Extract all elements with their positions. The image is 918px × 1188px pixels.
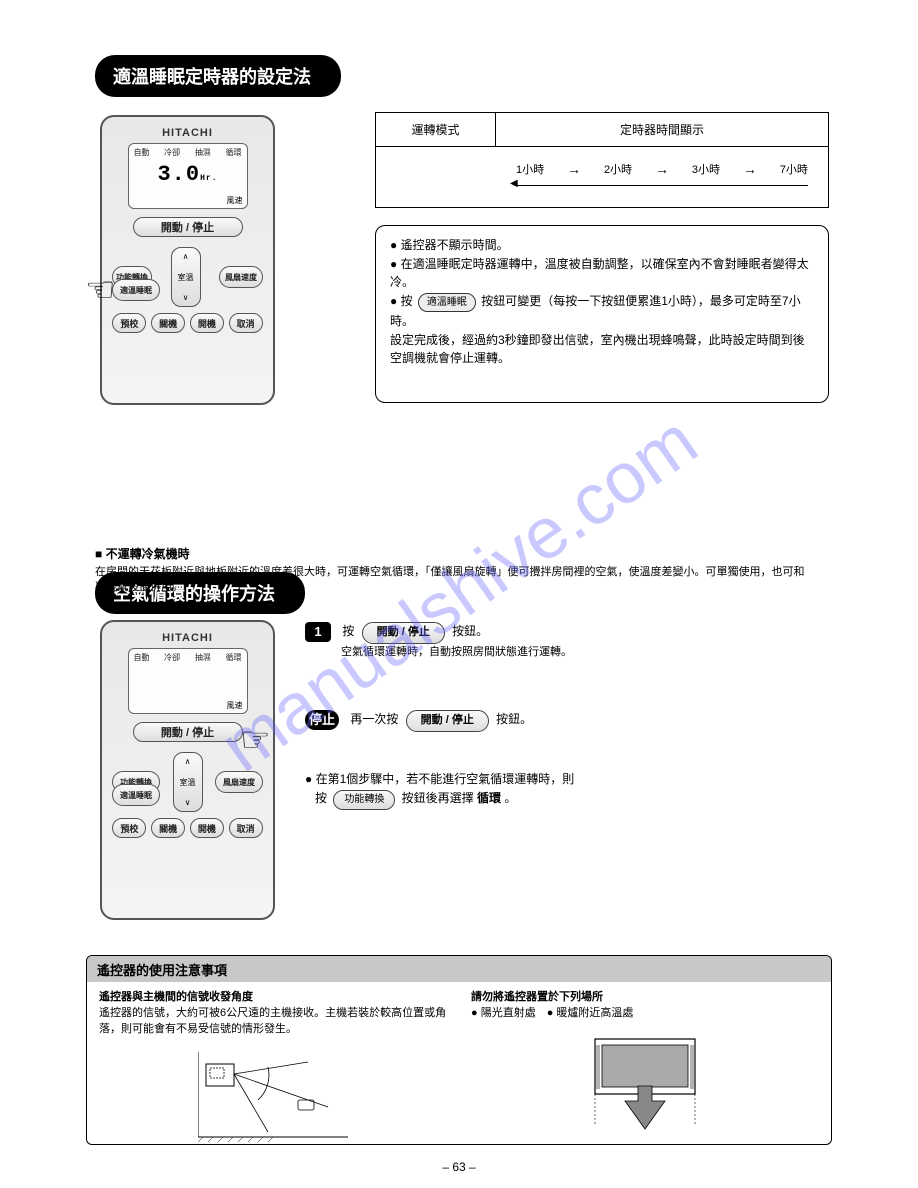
startstop-pill-inline: 開動 / 停止 bbox=[406, 710, 489, 732]
up-chevron-icon: ∧ bbox=[183, 252, 189, 261]
page-number: – 63 – bbox=[442, 1160, 475, 1174]
note-line: ● 按 適溫睡眠 按鈕可變更（每按一下按鈕便累進1小時），最多可定時至7小時。 bbox=[390, 292, 814, 331]
info-col-text: 遙控器的信號，大約可被6公尺遠的主機接收。主機若裝於較高位置或角落，則可能會有不… bbox=[99, 1006, 447, 1038]
table-header: 定時器時間顯示 bbox=[496, 113, 828, 147]
placement-diagram bbox=[471, 1026, 819, 1136]
step-3: ● 在第1個步驟中，若不能進行空氣循環運轉時，則 按 功能轉換 按鈕後再選擇 循… bbox=[305, 770, 825, 810]
remote-illustration-1: HITACHI 自動 冷卻 抽濕 循環 3.0Hr. 風速 開動 / 停止 功能… bbox=[100, 115, 275, 405]
fan-button: 風扇速度 bbox=[219, 266, 263, 288]
sleep-button: 適溫睡眠 bbox=[112, 784, 160, 806]
mode-label: 抽濕 bbox=[195, 652, 211, 663]
temp-rocker: ∧ 室溫 ∨ bbox=[173, 752, 203, 812]
temp-label: 室溫 bbox=[178, 272, 194, 283]
fan-button: 風扇速度 bbox=[215, 771, 263, 793]
return-arrow bbox=[516, 185, 808, 186]
info-col-1: 遙控器與主機間的信號收發角度 遙控器的信號，大約可被6公尺遠的主機接收。主機若裝… bbox=[87, 982, 459, 1145]
mode-label: 循環 bbox=[225, 652, 241, 663]
step-1: 1 按 開動 / 停止 按鈕。 空氣循環運轉時，自動按照房間狀態進行運轉。 bbox=[305, 622, 825, 661]
mode-label: 抽濕 bbox=[195, 147, 211, 158]
section1-header: 適溫睡眠定時器的設定法 bbox=[95, 55, 341, 97]
down-chevron-icon: ∨ bbox=[185, 798, 191, 807]
mode-label: 冷卻 bbox=[164, 652, 180, 663]
info-panel: 遙控器的使用注意事項 遙控器與主機間的信號收發角度 遙控器的信號，大約可被6公尺… bbox=[86, 955, 832, 1145]
note-box: ● 遙控器不顯示時間。 ● 在適溫睡眠定時器運轉中，溫度被自動調整，以確保室內不… bbox=[375, 225, 829, 403]
timer-flow: 1小時 → 2小時 → 3小時 → 7小時 bbox=[516, 161, 808, 177]
timer-table: 運轉模式 定時器時間顯示 1小時 → 2小時 → 3小時 → 7小時 bbox=[375, 112, 829, 208]
step-number: 停止 bbox=[305, 710, 339, 730]
lcd-value: 3.0 bbox=[157, 162, 200, 187]
temp-rocker: ∧ 室溫 ∨ bbox=[171, 247, 201, 307]
mode-label: 自動 bbox=[134, 652, 150, 663]
flow-item: 3小時 bbox=[692, 161, 720, 177]
mode-label: 冷卻 bbox=[164, 147, 180, 158]
temp-label: 室溫 bbox=[180, 777, 196, 788]
info-col-title: 遙控器與主機間的信號收發角度 bbox=[99, 990, 447, 1006]
hand-pointer-icon: ☞ bbox=[85, 270, 115, 310]
startstop-button: 開動 / 停止 bbox=[133, 217, 243, 237]
remote-lcd: 自動 冷卻 抽濕 循環 3.0Hr. 風速 bbox=[128, 143, 248, 209]
flow-item: 7小時 bbox=[780, 161, 808, 177]
remote-lcd: 自動 冷卻 抽濕 循環 風速 bbox=[128, 648, 248, 714]
info-col-text: ● 陽光直射處 ● 暖爐附近高溫處 bbox=[471, 1006, 819, 1022]
lcd-fan-label: 風速 bbox=[227, 700, 243, 711]
up-chevron-icon: ∧ bbox=[185, 757, 191, 766]
timer-btn: 關機 bbox=[151, 313, 185, 333]
note-line: ● 在適溫睡眠定時器運轉中，溫度被自動調整，以確保室內不會對睡眠者變得太冷。 bbox=[390, 255, 814, 292]
remote-illustration-2: HITACHI 自動 冷卻 抽濕 循環 風速 開動 / 停止 功能轉換 ∧ 室溫… bbox=[100, 620, 275, 920]
timer-btn: 開機 bbox=[190, 818, 224, 838]
startstop-button: 開動 / 停止 bbox=[133, 722, 243, 742]
remote-brand: HITACHI bbox=[110, 127, 265, 139]
step-number: 1 bbox=[305, 622, 331, 642]
arrow-icon: → bbox=[655, 161, 669, 177]
timer-btn: 預校 bbox=[112, 818, 146, 838]
func-pill-inline: 功能轉換 bbox=[333, 790, 395, 810]
startstop-pill-inline: 開動 / 停止 bbox=[362, 622, 445, 644]
down-chevron-icon: ∨ bbox=[183, 293, 189, 302]
lcd-fan-label: 風速 bbox=[227, 195, 243, 206]
step-note: 空氣循環運轉時，自動按照房間狀態進行運轉。 bbox=[341, 644, 825, 662]
timer-btn: 取消 bbox=[229, 313, 263, 333]
mode-bold: 循環 bbox=[477, 791, 501, 805]
step-stop: 停止 再一次按 開動 / 停止 按鈕。 bbox=[305, 710, 825, 732]
section2-subtitle: ■ 不運轉冷氣機時 bbox=[95, 545, 190, 562]
timer-btn: 預校 bbox=[112, 313, 146, 333]
remote-brand: HITACHI bbox=[110, 632, 265, 644]
timer-btn: 開機 bbox=[190, 313, 224, 333]
sleep-pill-inline: 適溫睡眠 bbox=[418, 293, 476, 313]
flow-item: 2小時 bbox=[604, 161, 632, 177]
section2-description: 在房間的天花板附近與地板附近的溫度差很大時，可運轉空氣循環，「僅讓風扇旋轉」便可… bbox=[95, 565, 815, 596]
table-header: 運轉模式 bbox=[376, 113, 496, 147]
timer-btn: 取消 bbox=[229, 818, 263, 838]
note-line: 設定完成後，經過約3秒鐘即發出信號，室內機出現蜂鳴聲，此時設定時間到後空調機就會… bbox=[390, 331, 814, 368]
mode-label: 自動 bbox=[134, 147, 150, 158]
flow-item: 1小時 bbox=[516, 161, 544, 177]
info-header: 遙控器的使用注意事項 bbox=[87, 956, 831, 982]
note-line: ● 遙控器不顯示時間。 bbox=[390, 236, 814, 255]
mode-label: 循環 bbox=[225, 147, 241, 158]
sleep-button: 適溫睡眠 bbox=[112, 279, 160, 301]
info-col-title: 請勿將遙控器置於下列場所 bbox=[471, 990, 819, 1006]
timer-btn: 關機 bbox=[151, 818, 185, 838]
info-col-2: 請勿將遙控器置於下列場所 ● 陽光直射處 ● 暖爐附近高溫處 bbox=[459, 982, 831, 1145]
arrow-icon: → bbox=[567, 161, 581, 177]
signal-angle-diagram bbox=[99, 1042, 447, 1145]
lcd-unit: Hr. bbox=[200, 174, 217, 183]
arrow-icon: → bbox=[743, 161, 757, 177]
hand-pointer-icon: ☜ bbox=[240, 720, 270, 760]
